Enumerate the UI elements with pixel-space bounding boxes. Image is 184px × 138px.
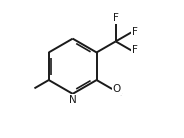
Text: F: F bbox=[132, 27, 138, 37]
Text: N: N bbox=[69, 95, 77, 104]
Text: F: F bbox=[132, 45, 138, 55]
Text: F: F bbox=[113, 13, 119, 23]
Text: O: O bbox=[113, 84, 121, 94]
